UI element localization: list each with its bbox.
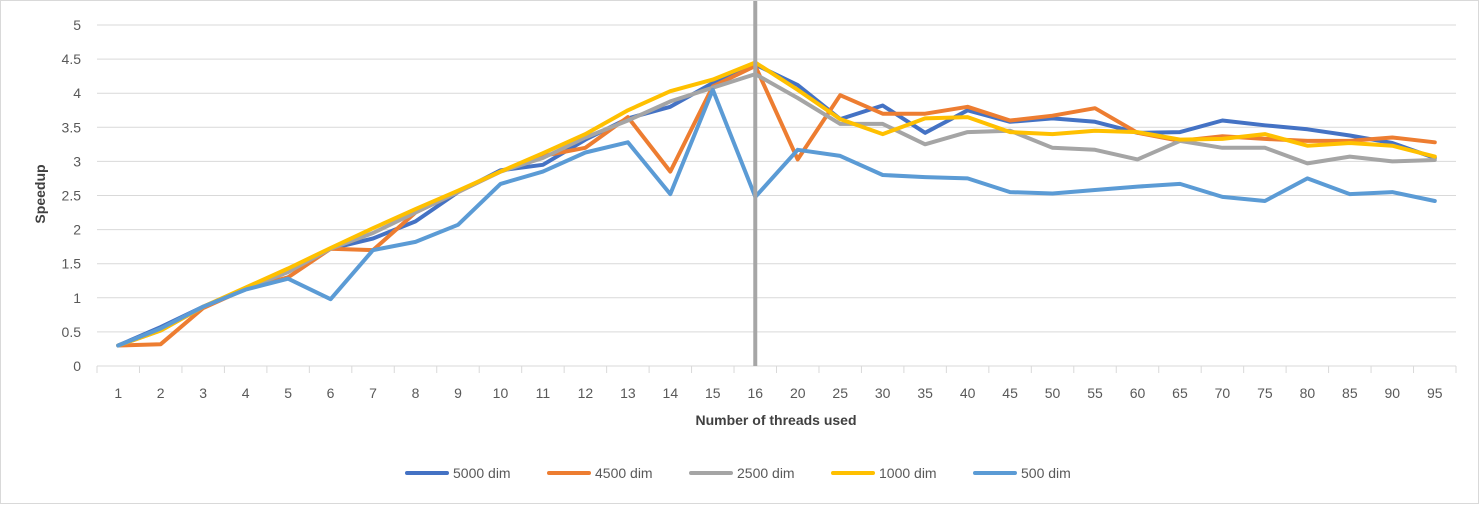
- x-tick-label: 13: [620, 385, 636, 401]
- x-tick-label: 60: [1130, 385, 1146, 401]
- x-tick-label: 1: [114, 385, 122, 401]
- y-tick-label: 4: [73, 85, 81, 101]
- x-tick-label: 8: [412, 385, 420, 401]
- x-tick-label: 70: [1215, 385, 1231, 401]
- x-tick-label: 30: [875, 385, 891, 401]
- x-tick-label: 75: [1257, 385, 1273, 401]
- x-tick-label: 9: [454, 385, 462, 401]
- legend-label: 2500 dim: [737, 465, 795, 481]
- x-tick-label: 7: [369, 385, 377, 401]
- series-lines: [116, 60, 1437, 348]
- x-tick-label: 80: [1300, 385, 1316, 401]
- y-tick-label: 5: [73, 17, 81, 33]
- x-tick-label: 12: [578, 385, 594, 401]
- x-tick-label: 55: [1087, 385, 1103, 401]
- legend: 5000 dim 4500 dim 2500 dim 1000 dim 500 dim: [405, 465, 1071, 481]
- y-tick-label: 3: [73, 153, 81, 169]
- x-tick-label: 35: [917, 385, 933, 401]
- y-tick-label: 2.5: [62, 188, 82, 204]
- y-tick-label: 1: [73, 290, 81, 306]
- y-tick-label: 2: [73, 222, 81, 238]
- x-tick-label: 40: [960, 385, 976, 401]
- x-tick-label: 65: [1172, 385, 1188, 401]
- y-tick-label: 3.5: [62, 119, 82, 135]
- x-axis-ticks: 1 2 3 4 5 6 7 8 9 10 11 12 13 14 15 16 20 25 30 35 40 45 50 55 6…: [96, 366, 1457, 401]
- y-tick-label: 1.5: [62, 256, 82, 272]
- x-tick-label: 15: [705, 385, 721, 401]
- x-tick-label: 95: [1427, 385, 1443, 401]
- y-axis-title: Speedup: [32, 164, 48, 223]
- legend-label: 5000 dim: [453, 465, 511, 481]
- x-tick-label: 6: [327, 385, 335, 401]
- x-tick-label: 2: [157, 385, 165, 401]
- y-tick-label: 0.5: [62, 324, 82, 340]
- y-axis-ticks: 0 0.5 1 1.5 2 2.5 3 3.5 4 4.5 5: [62, 17, 82, 374]
- x-tick-label: 20: [790, 385, 806, 401]
- legend-label: 1000 dim: [879, 465, 937, 481]
- series-line-5000-dim: [116, 62, 1437, 348]
- x-tick-label: 16: [747, 385, 763, 401]
- legend-label: 4500 dim: [595, 465, 653, 481]
- x-tick-label: 11: [536, 385, 551, 401]
- x-tick-label: 25: [832, 385, 848, 401]
- series-line-500-dim: [116, 87, 1437, 348]
- y-tick-label: 4.5: [62, 51, 82, 67]
- x-tick-label: 10: [493, 385, 509, 401]
- x-tick-label: 50: [1045, 385, 1061, 401]
- x-tick-label: 4: [242, 385, 250, 401]
- x-tick-label: 90: [1385, 385, 1401, 401]
- y-tick-label: 0: [73, 358, 81, 374]
- x-tick-label: 85: [1342, 385, 1358, 401]
- x-tick-label: 3: [199, 385, 207, 401]
- legend-label: 500 dim: [1021, 465, 1071, 481]
- x-axis-title: Number of threads used: [695, 412, 856, 428]
- x-tick-label: 5: [284, 385, 292, 401]
- x-tick-label: 14: [663, 385, 679, 401]
- x-tick-label: 45: [1002, 385, 1018, 401]
- series-line-1000-dim: [116, 60, 1437, 348]
- series-line-4500-dim: [116, 63, 1437, 348]
